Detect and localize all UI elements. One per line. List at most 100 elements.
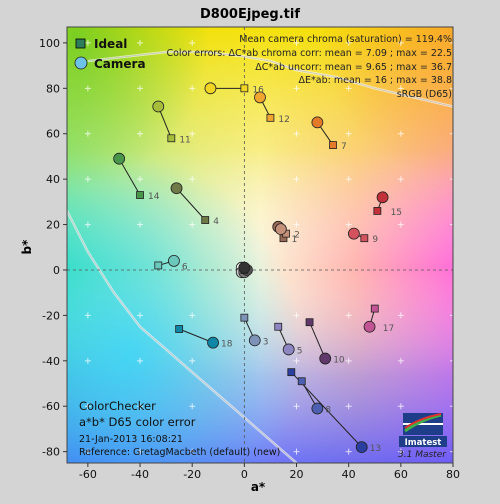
grid-cross (189, 312, 196, 319)
grid-cross (293, 39, 300, 46)
patch-label-11: 11 (179, 135, 190, 145)
camera-marker-4 (170, 182, 183, 195)
grid-cross (397, 85, 404, 92)
ideal-marker-17 (370, 304, 379, 313)
grid-cross (84, 448, 91, 455)
grid-cross (397, 39, 404, 46)
y-tick-label: -40 (42, 355, 60, 368)
plot-frame (66, 26, 454, 464)
imatest-logo: Imatest 3.1 Master (398, 413, 447, 460)
grid-cross (397, 448, 404, 455)
ideal-marker-14 (136, 191, 144, 199)
camera-marker-2 (274, 223, 287, 236)
grid-cross (450, 176, 453, 183)
grid-cross (84, 221, 91, 228)
grid-cross (293, 312, 300, 319)
info-line-4: Reference: GretagMacbeth (default) (new) (79, 447, 280, 458)
y-tick-label: 100 (39, 37, 60, 50)
grid-cross (137, 85, 144, 92)
grid-cross (397, 312, 404, 319)
patch-label-15: 15 (391, 208, 402, 218)
x-tick-label: -20 (183, 468, 201, 481)
x-tick-label: 80 (446, 468, 460, 481)
stats-line-1: Mean camera chroma (saturation) = 119.4% (239, 34, 452, 45)
ideal-marker-11 (167, 134, 176, 143)
grid-cross (450, 312, 453, 319)
ideal-marker-12 (266, 113, 275, 122)
ideal-marker-8 (297, 377, 306, 386)
grid-cross (397, 130, 404, 137)
grid-cross (345, 357, 352, 364)
grid-cross (397, 176, 404, 183)
patch-label-3: 3 (263, 337, 269, 347)
legend-ideal-label: Ideal (94, 37, 127, 51)
grid-cross (84, 312, 91, 319)
error-line-4 (176, 187, 206, 221)
ideal-marker-18 (175, 325, 184, 333)
camera-marker-6 (168, 254, 180, 267)
camera-marker-18 (207, 336, 219, 349)
legend-camera-marker (74, 56, 88, 70)
y-tick-label: 0 (53, 264, 60, 277)
camera-marker-7 (311, 116, 324, 129)
grid-cross (397, 403, 404, 410)
stats-line-4: ΔE*ab: mean = 16 ; max = 38.8 (299, 75, 452, 86)
version-label: 3.1 Master (398, 450, 447, 460)
patch-label-4: 4 (213, 217, 219, 227)
patch-label-2: 2 (294, 231, 300, 241)
stats-block: Mean camera chroma (saturation) = 119.4%… (166, 34, 452, 100)
grid-cross (137, 403, 144, 410)
x-tick-label: 20 (290, 468, 304, 481)
x-axis-ticks: -60 -40 -20 0 20 40 60 80 (79, 463, 460, 481)
info-line-1: ColorChecker (79, 399, 156, 413)
camera-marker-10 (319, 352, 332, 365)
grid-cross (84, 39, 91, 46)
chart-title: D800Ejpeg.tif (200, 7, 300, 22)
error-line-18 (178, 328, 214, 344)
patch-label-12: 12 (278, 115, 289, 125)
camera-marker-14 (113, 152, 126, 165)
patch-label-16: 16 (252, 85, 264, 95)
grid-cross (450, 221, 453, 228)
error-line-14 (118, 158, 141, 196)
ideal-marker-7 (329, 141, 337, 149)
ideal-marker-5 (274, 322, 283, 331)
legend-camera-label: Camera (94, 57, 146, 71)
grid-cross (345, 221, 352, 228)
stats-line-5: sRGB (D65) (397, 89, 452, 100)
camera-marker-15 (376, 191, 389, 204)
grid-cross (450, 39, 453, 46)
grid-cross (137, 130, 144, 137)
camera-marker-24 (238, 261, 251, 274)
grid-cross (84, 85, 91, 92)
camera-marker-5 (282, 343, 295, 356)
ideal-marker-9 (360, 234, 369, 243)
grid-cross (345, 39, 352, 46)
grid-cross (137, 312, 144, 319)
ideal-marker-10 (305, 318, 314, 327)
grid-cross (137, 357, 144, 364)
x-tick-label: 40 (342, 468, 356, 481)
camera-marker-8 (311, 402, 324, 415)
y-tick-label: 40 (46, 173, 60, 186)
grid-cross (84, 176, 91, 183)
patch-label-13: 13 (370, 444, 381, 454)
y-tick-label: 20 (46, 219, 60, 232)
y-axis-label: b* (20, 239, 34, 255)
grid-cross (189, 176, 196, 183)
y-tick-label: 80 (46, 82, 60, 95)
grid-cross (345, 85, 352, 92)
srgb-gamut-boundary (67, 50, 453, 463)
info-block: ColorChecker a*b* D65 color error 21-Jan… (79, 399, 280, 458)
camera-marker-13 (355, 441, 368, 454)
gamut-curve-line-srgb_upper (87, 51, 453, 107)
grid-cross (397, 357, 404, 364)
patch-label-1: 1 (291, 235, 297, 245)
x-tick-label: 0 (241, 468, 248, 481)
patch-label-5: 5 (297, 346, 303, 356)
grid-cross (293, 357, 300, 364)
patch-label-14: 14 (148, 192, 160, 202)
